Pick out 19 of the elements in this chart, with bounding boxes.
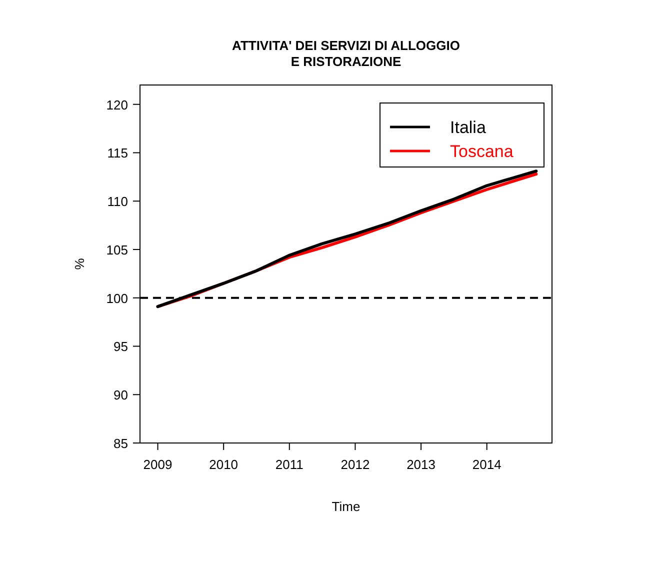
y-tick-label: 90: [114, 388, 128, 403]
x-tick-label: 2012: [340, 457, 370, 472]
y-tick-label: 95: [114, 339, 128, 354]
x-tick-label: 2011: [275, 457, 304, 472]
legend-label: Italia: [450, 118, 486, 137]
y-axis-title: %: [72, 258, 87, 270]
y-tick-label: 105: [106, 242, 128, 258]
y-tick-label: 120: [106, 97, 128, 112]
x-tick-label: 2010: [209, 457, 238, 472]
y-tick-label: 85: [114, 436, 128, 451]
y-tick-label: 100: [106, 290, 128, 306]
x-tick-label: 2009: [143, 457, 172, 472]
x-tick-label: 2014: [472, 457, 502, 472]
x-axis-title: Time: [332, 499, 360, 514]
y-tick-label: 110: [107, 194, 128, 210]
chart-title: ATTIVITA' DEI SERVIZI DI ALLOGGIO E RISTORAZIONE: [232, 38, 460, 69]
legend-label: Toscana: [450, 142, 514, 161]
x-tick-label: 2013: [406, 457, 436, 472]
y-tick-label: 115: [107, 146, 128, 161]
